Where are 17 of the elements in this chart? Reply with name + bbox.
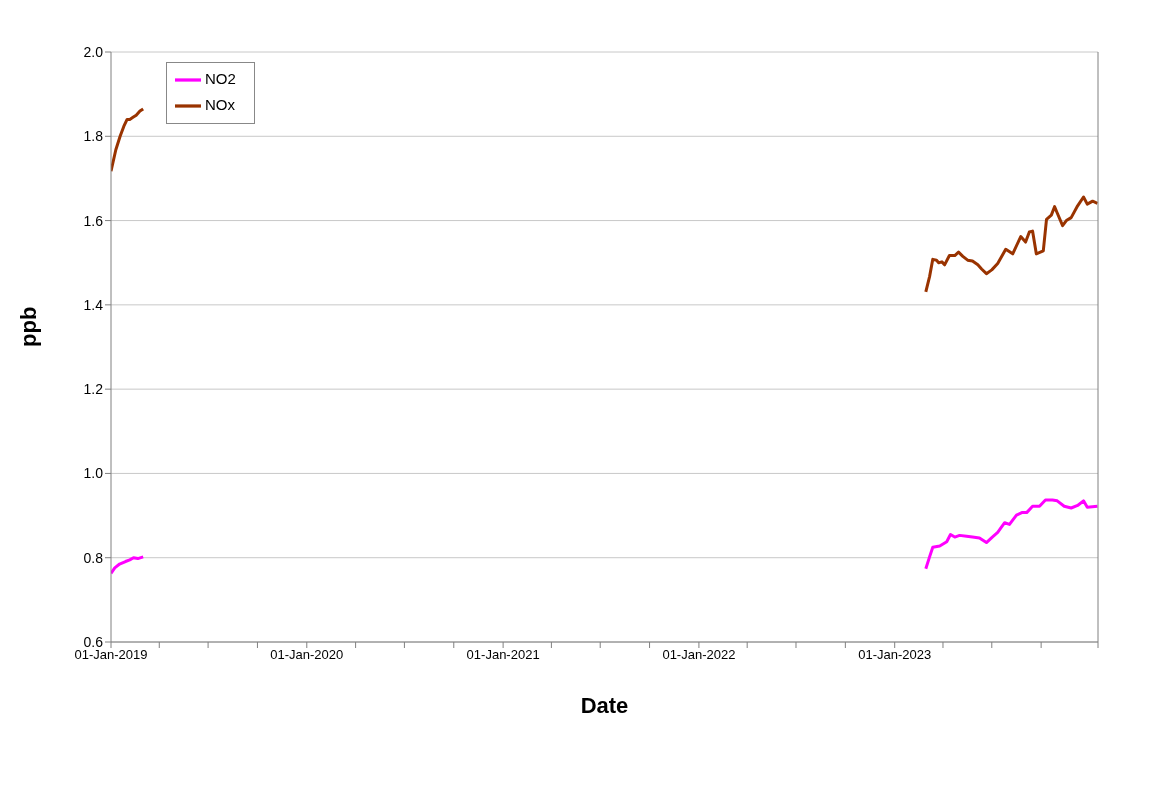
x-tick-label: 01-Jan-2023 xyxy=(858,647,932,663)
y-tick-label: 1.2 xyxy=(83,381,104,398)
x-tick-label: 01-Jan-2022 xyxy=(662,647,736,663)
y-tick-label: 0.8 xyxy=(83,549,104,566)
y-tick-label: 1.6 xyxy=(83,212,104,229)
y-tick-label: 0.6 xyxy=(83,633,104,650)
y-tick-label: 1.4 xyxy=(83,296,104,313)
x-axis-title: Date xyxy=(580,693,629,718)
legend-label: NOx xyxy=(205,96,235,114)
y-tick-label: 1.0 xyxy=(83,465,104,482)
y-axis-title: ppb xyxy=(15,306,41,347)
y-tick-label: 2.0 xyxy=(83,43,104,60)
x-tick-label: 01-Jan-2019 xyxy=(74,647,148,663)
x-tick-label: 01-Jan-2021 xyxy=(466,647,540,663)
y-tick-label: 1.8 xyxy=(83,128,104,145)
legend-label: NO2 xyxy=(205,70,236,88)
x-tick-label: 01-Jan-2020 xyxy=(270,647,344,663)
